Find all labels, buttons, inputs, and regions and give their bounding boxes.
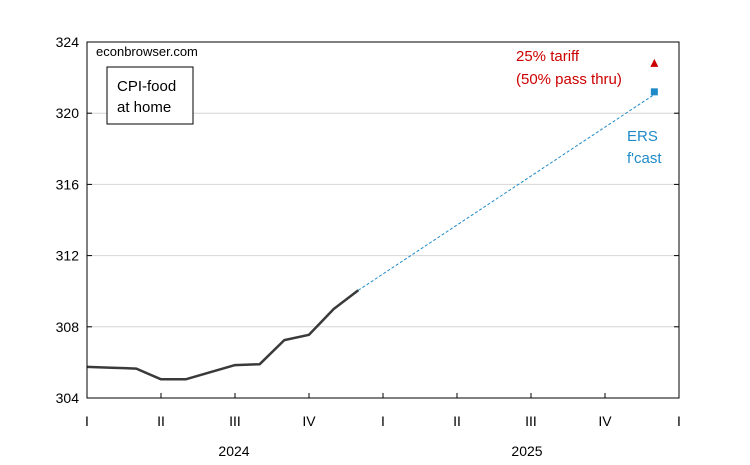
series-layer: [86, 94, 655, 381]
ers-annotation: ERS f'cast: [627, 128, 662, 167]
ers-annotation-line-2: f'cast: [627, 150, 662, 167]
ers-annotation-line-1: ERS: [627, 128, 658, 145]
marker-layer: [650, 58, 659, 96]
y-tick-label: 320: [56, 105, 80, 121]
x-tick-label: II: [453, 413, 461, 429]
x-tick-label: I: [677, 413, 681, 429]
x-tick-label: II: [157, 413, 165, 429]
x-tick-label: III: [229, 413, 241, 429]
x-tick-label: III: [525, 413, 537, 429]
x-tick-label: I: [85, 413, 89, 429]
cpi-food-series-line: [86, 289, 360, 381]
legend-line-1: CPI-food: [117, 78, 176, 95]
tariff-annotation: 25% tariff (50% pass thru): [516, 48, 622, 88]
x-year-label-2025: 2025: [511, 443, 542, 459]
y-tick-label: 304: [56, 390, 80, 406]
x-tick-label: I: [381, 413, 385, 429]
legend-line-2: at home: [117, 99, 171, 116]
tariff-annotation-line-1: 25% tariff: [516, 48, 580, 65]
ers-forecast-line: [358, 94, 655, 291]
grid-layer: [87, 112, 679, 328]
x-year-label-2024: 2024: [218, 443, 249, 459]
tariff-scenario-marker: [650, 58, 659, 67]
y-tick-label: 316: [56, 176, 80, 192]
legend-box: CPI-food at home: [106, 66, 194, 125]
y-tick-label: 324: [56, 34, 80, 50]
legend-box-frame: [106, 66, 194, 125]
y-tick-label: 308: [56, 319, 80, 335]
tariff-annotation-line-2: (50% pass thru): [516, 71, 622, 88]
y-tick-label: 312: [56, 248, 80, 264]
x-tick-label: IV: [598, 413, 612, 429]
x-tick-label: IV: [302, 413, 316, 429]
source-note: econbrowser.com: [96, 44, 198, 59]
ers-forecast-marker: [650, 88, 658, 96]
